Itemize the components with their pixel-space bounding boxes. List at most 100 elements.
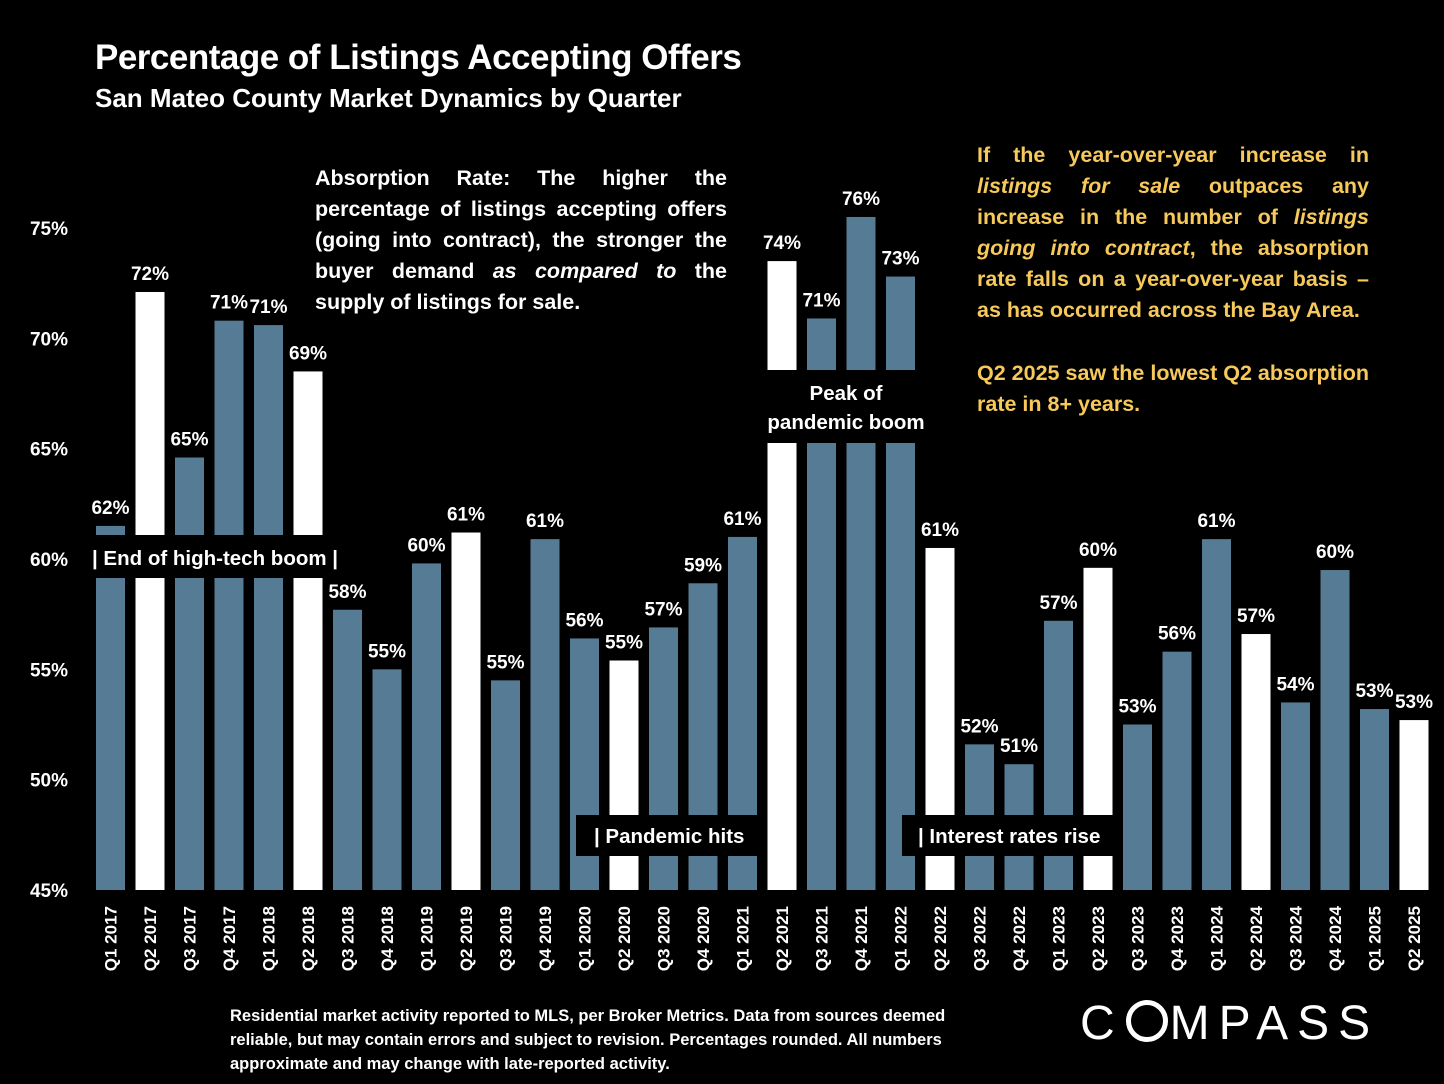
annotation-box bbox=[765, 370, 935, 443]
bar bbox=[293, 371, 323, 890]
annotation-pandemic: | Pandemic hits bbox=[594, 825, 744, 848]
x-tick-label: Q4 2021 bbox=[852, 906, 871, 971]
data-label: 53% bbox=[1395, 692, 1433, 713]
bar bbox=[767, 261, 797, 891]
x-tick-label: Q2 2018 bbox=[299, 906, 318, 971]
y-tick-label: 45% bbox=[30, 881, 68, 902]
x-tick-label: Q1 2021 bbox=[734, 906, 753, 971]
x-tick-label: Q2 2024 bbox=[1247, 905, 1266, 971]
bar bbox=[214, 320, 244, 890]
data-label: 71% bbox=[210, 293, 248, 314]
yoy-text-b: listings for sale bbox=[977, 174, 1181, 198]
bar bbox=[1281, 702, 1310, 890]
data-label: 58% bbox=[328, 582, 366, 603]
x-tick-label: Q2 2023 bbox=[1089, 906, 1108, 971]
bar bbox=[333, 609, 362, 890]
data-label: 73% bbox=[881, 249, 919, 270]
x-tick-label: Q3 2022 bbox=[971, 906, 990, 971]
data-label: 56% bbox=[1158, 624, 1196, 645]
bar bbox=[1320, 570, 1350, 890]
data-label: 61% bbox=[921, 520, 959, 541]
annotation-peak-1: Peak of bbox=[810, 382, 883, 405]
x-tick-label: Q1 2020 bbox=[576, 906, 595, 971]
x-tick-label: Q3 2024 bbox=[1287, 905, 1306, 971]
x-tick-label: Q4 2020 bbox=[694, 906, 713, 971]
bar bbox=[1399, 720, 1429, 890]
logo-ring-icon bbox=[1125, 1000, 1168, 1042]
yoy-text-e: , the absorption rate falls on a year-ov… bbox=[977, 236, 1369, 322]
data-label: 51% bbox=[1000, 736, 1038, 757]
data-label: 60% bbox=[1316, 542, 1354, 563]
bar bbox=[886, 276, 915, 891]
data-label: 71% bbox=[802, 290, 840, 311]
callout-text-part2: the supply of listings for sale. bbox=[315, 259, 727, 314]
y-tick-label: 60% bbox=[30, 550, 68, 571]
x-tick-label: Q3 2023 bbox=[1129, 906, 1148, 971]
data-label: 56% bbox=[565, 610, 603, 631]
y-tick-label: 65% bbox=[30, 440, 68, 461]
data-label: 59% bbox=[684, 555, 722, 576]
data-label: 61% bbox=[723, 509, 761, 530]
x-tick-label: Q3 2019 bbox=[497, 906, 516, 971]
bar bbox=[491, 680, 520, 890]
yoy-callout: If the year-over-year increase in listin… bbox=[977, 140, 1369, 420]
x-tick-label: Q4 2024 bbox=[1326, 905, 1345, 971]
annotation-box bbox=[576, 815, 764, 856]
x-tick-label: Q2 2022 bbox=[931, 906, 950, 971]
bar bbox=[135, 291, 165, 890]
bar bbox=[412, 563, 441, 890]
data-label: 62% bbox=[91, 498, 129, 519]
yoy-text-c: outpaces any increase in the number of bbox=[977, 174, 1369, 229]
data-label: 53% bbox=[1355, 681, 1393, 702]
data-label: 71% bbox=[249, 297, 287, 318]
x-tick-label: Q2 2025 bbox=[1405, 906, 1424, 971]
absorption-rate-callout: Absorption Rate: The higher the percenta… bbox=[315, 163, 727, 318]
logo-text-start: C bbox=[1080, 997, 1124, 1050]
x-tick-label: Q4 2018 bbox=[378, 906, 397, 971]
x-tick-label: Q3 2020 bbox=[655, 906, 674, 971]
bar bbox=[451, 532, 481, 890]
data-label: 61% bbox=[526, 511, 564, 532]
x-tick-label: Q1 2017 bbox=[102, 906, 121, 971]
y-tick-label: 55% bbox=[30, 660, 68, 681]
x-tick-label: Q1 2023 bbox=[1050, 906, 1069, 971]
yoy-callout-paragraph-1: If the year-over-year increase in listin… bbox=[977, 140, 1369, 326]
bar-chart: 45%50%55%60%65%70%75%62%72%65%71% 71%69%5… bbox=[30, 189, 1433, 971]
data-label: 69% bbox=[289, 343, 327, 364]
data-label: 57% bbox=[1237, 606, 1275, 627]
yoy-text-d: listings going into contract bbox=[977, 205, 1369, 260]
bar bbox=[1241, 634, 1271, 890]
bar bbox=[175, 457, 204, 890]
x-tick-label: Q4 2019 bbox=[536, 906, 555, 971]
data-label: 61% bbox=[1197, 511, 1235, 532]
data-label: 61% bbox=[447, 505, 485, 526]
data-label: 54% bbox=[1276, 674, 1314, 695]
y-tick-label: 70% bbox=[30, 329, 68, 350]
x-tick-label: Q1 2024 bbox=[1208, 905, 1227, 971]
footnote: Residential market activity reported to … bbox=[230, 1007, 946, 1073]
bar bbox=[846, 216, 876, 890]
x-tick-label: Q2 2021 bbox=[773, 906, 792, 971]
x-tick-label: Q2 2020 bbox=[615, 906, 634, 971]
y-tick-label: 75% bbox=[30, 219, 68, 240]
x-tick-label: Q1 2018 bbox=[260, 906, 279, 971]
bar bbox=[1162, 651, 1192, 890]
x-tick-label: Q2 2019 bbox=[457, 906, 476, 971]
data-label: 57% bbox=[1039, 593, 1077, 614]
x-tick-label: Q1 2022 bbox=[892, 906, 911, 971]
callout-text-part1: Absorption Rate: The higher the percenta… bbox=[315, 166, 727, 283]
bar bbox=[1123, 724, 1152, 890]
bar bbox=[254, 325, 283, 890]
data-label: 57% bbox=[644, 599, 682, 620]
annotation-box bbox=[902, 815, 1122, 856]
x-tick-label: Q3 2021 bbox=[813, 906, 832, 971]
data-label: 52% bbox=[960, 716, 998, 737]
yoy-text-a: If the year-over-year increase in bbox=[977, 143, 1369, 167]
chart-subtitle: San Mateo County Market Dynamics by Quar… bbox=[95, 83, 682, 113]
data-label: 60% bbox=[1079, 540, 1117, 561]
x-tick-label: Q3 2018 bbox=[339, 906, 358, 971]
x-tick-label: Q4 2022 bbox=[1010, 906, 1029, 971]
data-label: 55% bbox=[368, 641, 406, 662]
x-tick-label: Q1 2025 bbox=[1366, 906, 1385, 971]
bar bbox=[96, 525, 125, 890]
